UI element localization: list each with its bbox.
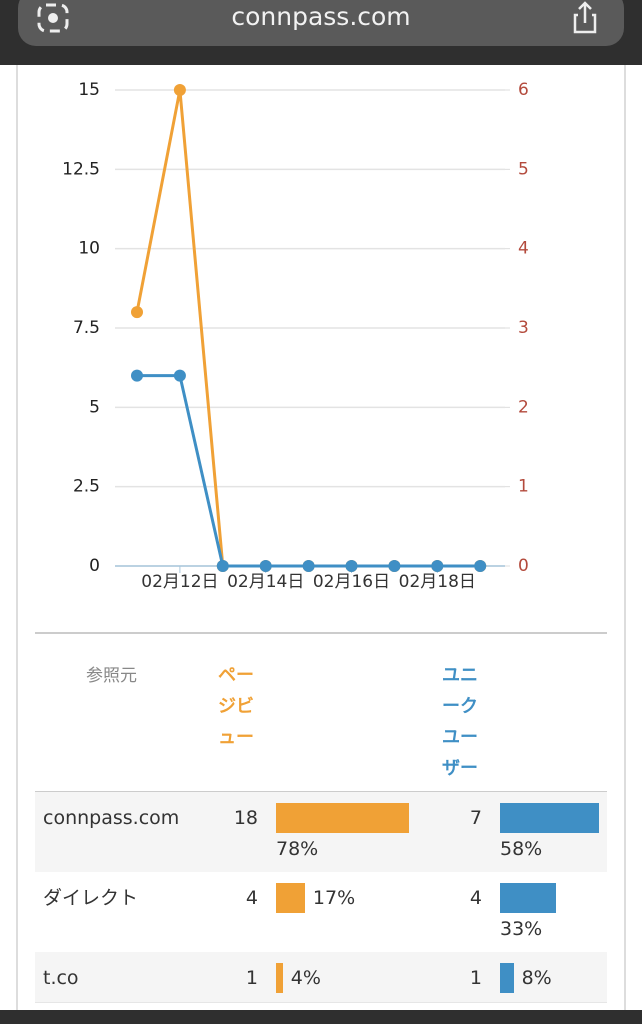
y2-tick-label: 1 xyxy=(518,477,529,497)
uu-bar xyxy=(500,803,599,833)
data-point xyxy=(216,560,229,572)
row-separator xyxy=(35,791,607,792)
uu-count: 7 xyxy=(469,807,482,829)
pv-bar xyxy=(276,963,283,993)
header-pv: ページビュー xyxy=(218,665,254,748)
y2-tick-label: 3 xyxy=(518,318,529,338)
pv-share-label: 78% xyxy=(276,838,319,860)
pv-count: 4 xyxy=(245,887,258,909)
data-point xyxy=(431,560,444,572)
uu-share-label: 58% xyxy=(500,838,543,860)
source[interactable]: ダイレクト xyxy=(43,887,139,909)
y-tick-label: 2.5 xyxy=(73,477,100,497)
x-tick-label: 02月12日 xyxy=(141,572,218,592)
chart: 0 2.5 5 7.5 10 12.5 15 0 1 2 3 4 5 6 02月12日 02月14日 02月16… xyxy=(62,80,529,592)
header-uu: ユニークユーザー xyxy=(442,665,478,779)
pv-count: 18 xyxy=(233,807,258,829)
uu-bar xyxy=(500,963,514,993)
pv-bar xyxy=(276,803,409,833)
data-point xyxy=(388,560,401,572)
bottom-bar xyxy=(0,1010,642,1024)
y2-tick-label: 6 xyxy=(518,80,529,100)
y2-tick-label: 2 xyxy=(518,397,529,417)
x-tick-label: 02月16日 xyxy=(313,572,390,592)
y-tick-label: 5 xyxy=(89,397,100,417)
data-point xyxy=(131,369,143,382)
series-line xyxy=(137,374,481,568)
source[interactable]: t.co xyxy=(43,967,79,989)
data-point xyxy=(131,306,143,319)
y-tick-label: 15 xyxy=(78,80,100,100)
data-point xyxy=(474,560,487,572)
data-point xyxy=(345,560,358,572)
y-tick-label: 10 xyxy=(78,239,100,259)
data-point xyxy=(173,84,186,96)
x-tick-label: 02月14日 xyxy=(227,572,304,592)
uu-count: 4 xyxy=(469,887,482,909)
uu-bar xyxy=(500,883,557,913)
y2-tick-label: 0 xyxy=(518,556,529,576)
url-pill[interactable] xyxy=(18,0,624,46)
pv-bar xyxy=(276,883,305,913)
separator xyxy=(35,632,607,634)
pv-count: 1 xyxy=(245,967,258,989)
y-tick-label: 12.5 xyxy=(62,159,100,179)
uu-count: 1 xyxy=(469,967,482,989)
y2-tick-label: 5 xyxy=(518,159,529,179)
x-tick-label: 02月18日 xyxy=(399,572,476,592)
share-icon[interactable] xyxy=(570,0,600,36)
url: connpass.com xyxy=(231,2,411,31)
uu-share-label: 33% xyxy=(500,918,543,940)
card-border xyxy=(16,65,18,1010)
pv-share-label: 17% xyxy=(312,887,356,909)
lens-icon[interactable] xyxy=(36,2,72,34)
pv-share-label: 4% xyxy=(290,967,321,989)
source[interactable]: connpass.com xyxy=(43,807,180,829)
data-point xyxy=(259,560,272,572)
browser-bar: connpass.com xyxy=(0,0,642,65)
y-tick-label: 0 xyxy=(89,556,100,576)
card-border xyxy=(624,65,626,1010)
uu-share-label: 8% xyxy=(521,967,552,989)
y2-tick-label: 4 xyxy=(518,239,529,259)
data-point xyxy=(173,369,186,382)
header-source: 参照元 xyxy=(86,666,137,686)
data-point xyxy=(302,560,315,572)
y-tick-label: 7.5 xyxy=(73,318,100,338)
